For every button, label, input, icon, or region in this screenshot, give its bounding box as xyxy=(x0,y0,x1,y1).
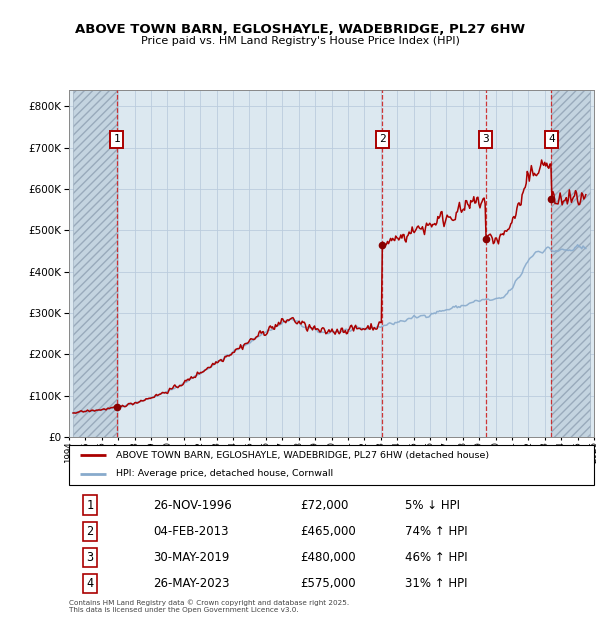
Text: ABOVE TOWN BARN, EGLOSHAYLE, WADEBRIDGE, PL27 6HW (detached house): ABOVE TOWN BARN, EGLOSHAYLE, WADEBRIDGE,… xyxy=(116,451,490,460)
Text: 74% ↑ HPI: 74% ↑ HPI xyxy=(405,525,467,538)
Text: £575,000: £575,000 xyxy=(300,577,356,590)
Text: 46% ↑ HPI: 46% ↑ HPI xyxy=(405,551,467,564)
Text: 4: 4 xyxy=(86,577,94,590)
Text: 1: 1 xyxy=(86,499,94,511)
Text: 3: 3 xyxy=(482,135,489,144)
Text: £72,000: £72,000 xyxy=(300,499,349,511)
Text: £480,000: £480,000 xyxy=(300,551,356,564)
Text: 1: 1 xyxy=(113,135,120,144)
Text: 30-MAY-2019: 30-MAY-2019 xyxy=(153,551,229,564)
Text: 5% ↓ HPI: 5% ↓ HPI xyxy=(405,499,460,511)
Text: 3: 3 xyxy=(86,551,94,564)
Text: HPI: Average price, detached house, Cornwall: HPI: Average price, detached house, Corn… xyxy=(116,469,334,479)
Text: ABOVE TOWN BARN, EGLOSHAYLE, WADEBRIDGE, PL27 6HW: ABOVE TOWN BARN, EGLOSHAYLE, WADEBRIDGE,… xyxy=(75,23,525,36)
Text: £465,000: £465,000 xyxy=(300,525,356,538)
Text: 4: 4 xyxy=(548,135,555,144)
Text: 04-FEB-2013: 04-FEB-2013 xyxy=(153,525,229,538)
Bar xyxy=(73,90,117,437)
Text: 26-MAY-2023: 26-MAY-2023 xyxy=(153,577,229,590)
Bar xyxy=(551,90,590,437)
Text: 26-NOV-1996: 26-NOV-1996 xyxy=(153,499,232,511)
Text: 2: 2 xyxy=(379,135,386,144)
Text: 2: 2 xyxy=(86,525,94,538)
Text: Contains HM Land Registry data © Crown copyright and database right 2025.
This d: Contains HM Land Registry data © Crown c… xyxy=(69,599,349,613)
Text: 31% ↑ HPI: 31% ↑ HPI xyxy=(405,577,467,590)
Text: Price paid vs. HM Land Registry's House Price Index (HPI): Price paid vs. HM Land Registry's House … xyxy=(140,36,460,46)
